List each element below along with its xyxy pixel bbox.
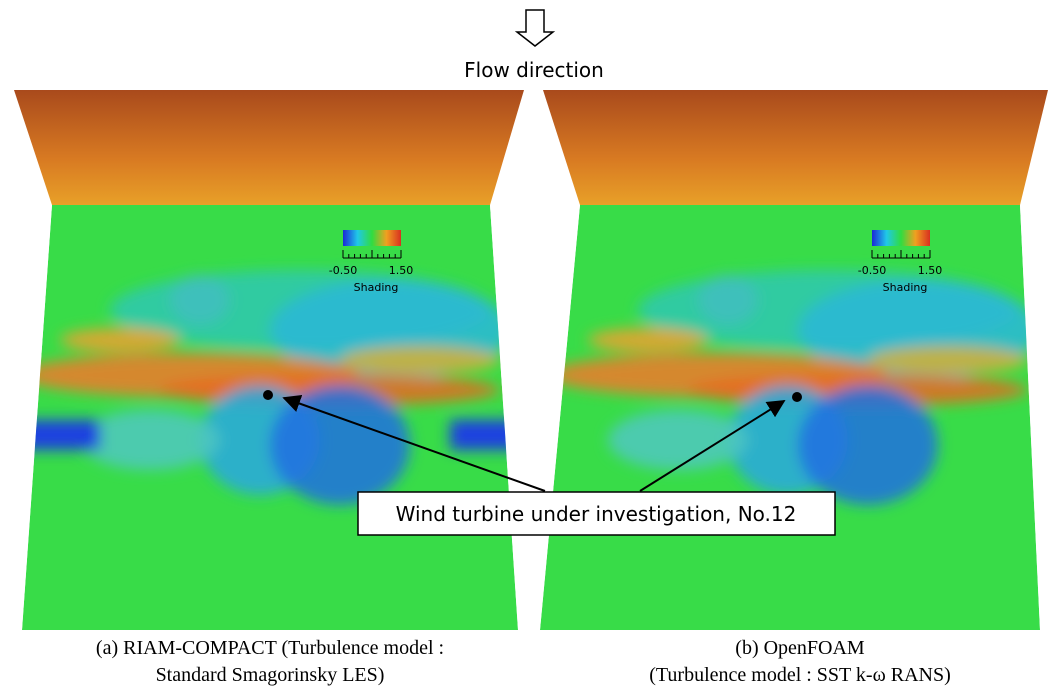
- panel-caption: (b) OpenFOAM: [735, 637, 865, 659]
- shading-blob: [340, 346, 500, 374]
- shading-blob: [80, 410, 220, 470]
- panel-caption: (a) RIAM-COMPACT (Turbulence model :: [96, 637, 444, 659]
- colorbar: [872, 230, 930, 246]
- wind-turbine: [792, 392, 802, 402]
- inflow-region: [543, 90, 1048, 205]
- figure: Flow direction -0.50 1.50 Shading (a) RIAM-…: [0, 0, 1048, 691]
- cfd-panel: -0.50 1.50 Shading (b) OpenFOAM (Turbulence …: [540, 90, 1048, 686]
- shading-blob: [270, 385, 410, 505]
- colorbar: [343, 230, 401, 246]
- shading-blob: [868, 346, 1028, 374]
- colorbar-min: -0.50: [329, 264, 357, 277]
- colorbar-max: 1.50: [918, 264, 943, 277]
- flow-arrow: [517, 10, 553, 46]
- panel-caption: (Turbulence model : SST k-ω RANS): [649, 664, 951, 686]
- colorbar-title: Shading: [883, 281, 928, 294]
- panel-caption: Standard Smagorinsky LES): [156, 664, 385, 686]
- flow-label: Flow direction: [464, 58, 604, 82]
- shading-blob: [60, 328, 180, 352]
- terrain: [540, 205, 1040, 630]
- terrain: [20, 205, 520, 630]
- shading-blob: [608, 410, 748, 470]
- shading-blob: [588, 328, 708, 352]
- colorbar-max: 1.50: [389, 264, 414, 277]
- cfd-panel: -0.50 1.50 Shading (a) RIAM-COMPACT (Turbul…: [14, 90, 524, 686]
- shading-blob: [450, 420, 520, 450]
- colorbar-min: -0.50: [858, 264, 886, 277]
- shading-blob: [698, 275, 758, 325]
- inflow-region: [14, 90, 524, 205]
- shading-blob: [170, 275, 230, 325]
- wind-turbine: [263, 390, 273, 400]
- shading-blob: [798, 385, 938, 505]
- shading-blob: [20, 420, 100, 450]
- callout-label: Wind turbine under investigation, No.12: [396, 502, 797, 526]
- colorbar-title: Shading: [354, 281, 399, 294]
